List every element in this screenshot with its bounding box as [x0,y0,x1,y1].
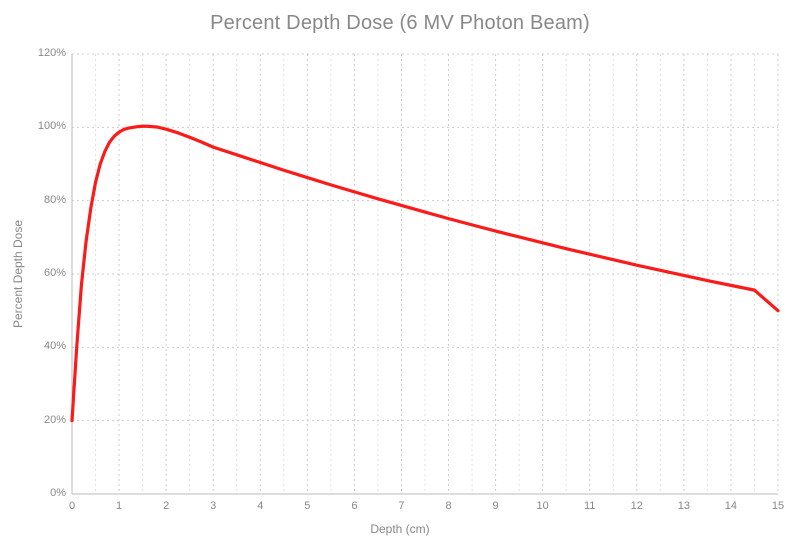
chart-container: Percent Depth Dose (6 MV Photon Beam) Pe… [0,0,800,552]
x-tick-label: 2 [154,500,178,512]
y-tick-label: 80% [30,194,66,206]
plot-area [72,54,778,494]
y-tick-label: 40% [30,340,66,352]
x-tick-label: 5 [295,500,319,512]
x-tick-label: 12 [625,500,649,512]
plot-svg [72,54,778,494]
x-tick-label: 13 [672,500,696,512]
y-tick-label: 100% [30,120,66,132]
chart-title: Percent Depth Dose (6 MV Photon Beam) [0,12,800,35]
y-axis-title: Percent Depth Dose [11,220,25,328]
x-tick-label: 11 [578,500,602,512]
x-tick-label: 3 [201,500,225,512]
x-tick-label: 6 [342,500,366,512]
x-tick-label: 9 [484,500,508,512]
y-tick-label: 0% [30,487,66,499]
y-tick-label: 60% [30,267,66,279]
x-tick-label: 0 [60,500,84,512]
y-tick-label: 20% [30,414,66,426]
x-axis-title: Depth (cm) [0,522,800,536]
x-tick-label: 7 [389,500,413,512]
x-tick-label: 10 [531,500,555,512]
y-tick-label: 120% [30,47,66,59]
x-tick-label: 8 [437,500,461,512]
x-tick-label: 14 [719,500,743,512]
x-tick-label: 4 [248,500,272,512]
x-tick-label: 1 [107,500,131,512]
x-tick-label: 15 [766,500,790,512]
